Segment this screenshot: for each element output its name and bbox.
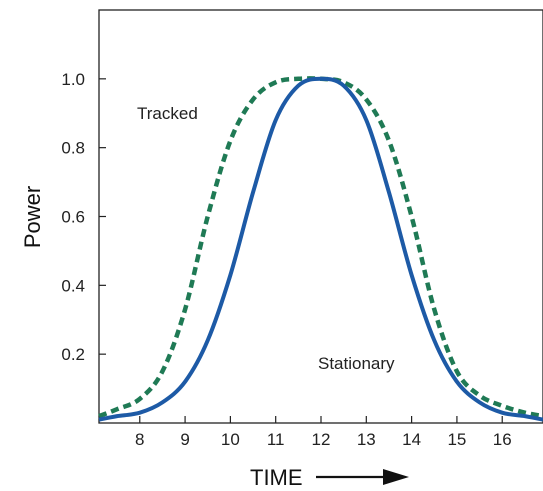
arrow-right-icon bbox=[316, 469, 409, 485]
x-tick-label: 13 bbox=[357, 430, 376, 449]
x-tick-label: 10 bbox=[221, 430, 240, 449]
y-tick-label: 1.0 bbox=[61, 70, 85, 89]
x-axis-title: TIME bbox=[250, 465, 303, 490]
x-tick-label: 11 bbox=[267, 430, 285, 449]
annotation-tracked: Tracked bbox=[137, 104, 198, 123]
y-tick-label: 0.2 bbox=[61, 345, 85, 364]
y-axis-title: Power bbox=[20, 186, 45, 248]
x-tick-label: 15 bbox=[447, 430, 466, 449]
y-axis-ticks: 0.2 0.4 0.6 0.8 1.0 bbox=[61, 70, 106, 364]
series-lines bbox=[98, 76, 543, 422]
y-tick-label: 0.6 bbox=[61, 208, 85, 227]
x-tick-label: 9 bbox=[180, 430, 189, 449]
x-tick-label: 16 bbox=[493, 430, 512, 449]
x-tick-label: 8 bbox=[135, 430, 144, 449]
x-tick-label: 14 bbox=[402, 430, 421, 449]
series-line-stationary bbox=[98, 76, 543, 422]
y-tick-label: 0.4 bbox=[61, 276, 85, 295]
y-tick-label: 0.8 bbox=[61, 139, 85, 158]
annotation-stationary: Stationary bbox=[318, 354, 395, 373]
x-axis-ticks: 8 9 10 11 12 13 14 15 16 bbox=[135, 416, 512, 449]
series-annotations: Tracked Stationary bbox=[137, 104, 395, 373]
x-tick-label: 12 bbox=[312, 430, 331, 449]
